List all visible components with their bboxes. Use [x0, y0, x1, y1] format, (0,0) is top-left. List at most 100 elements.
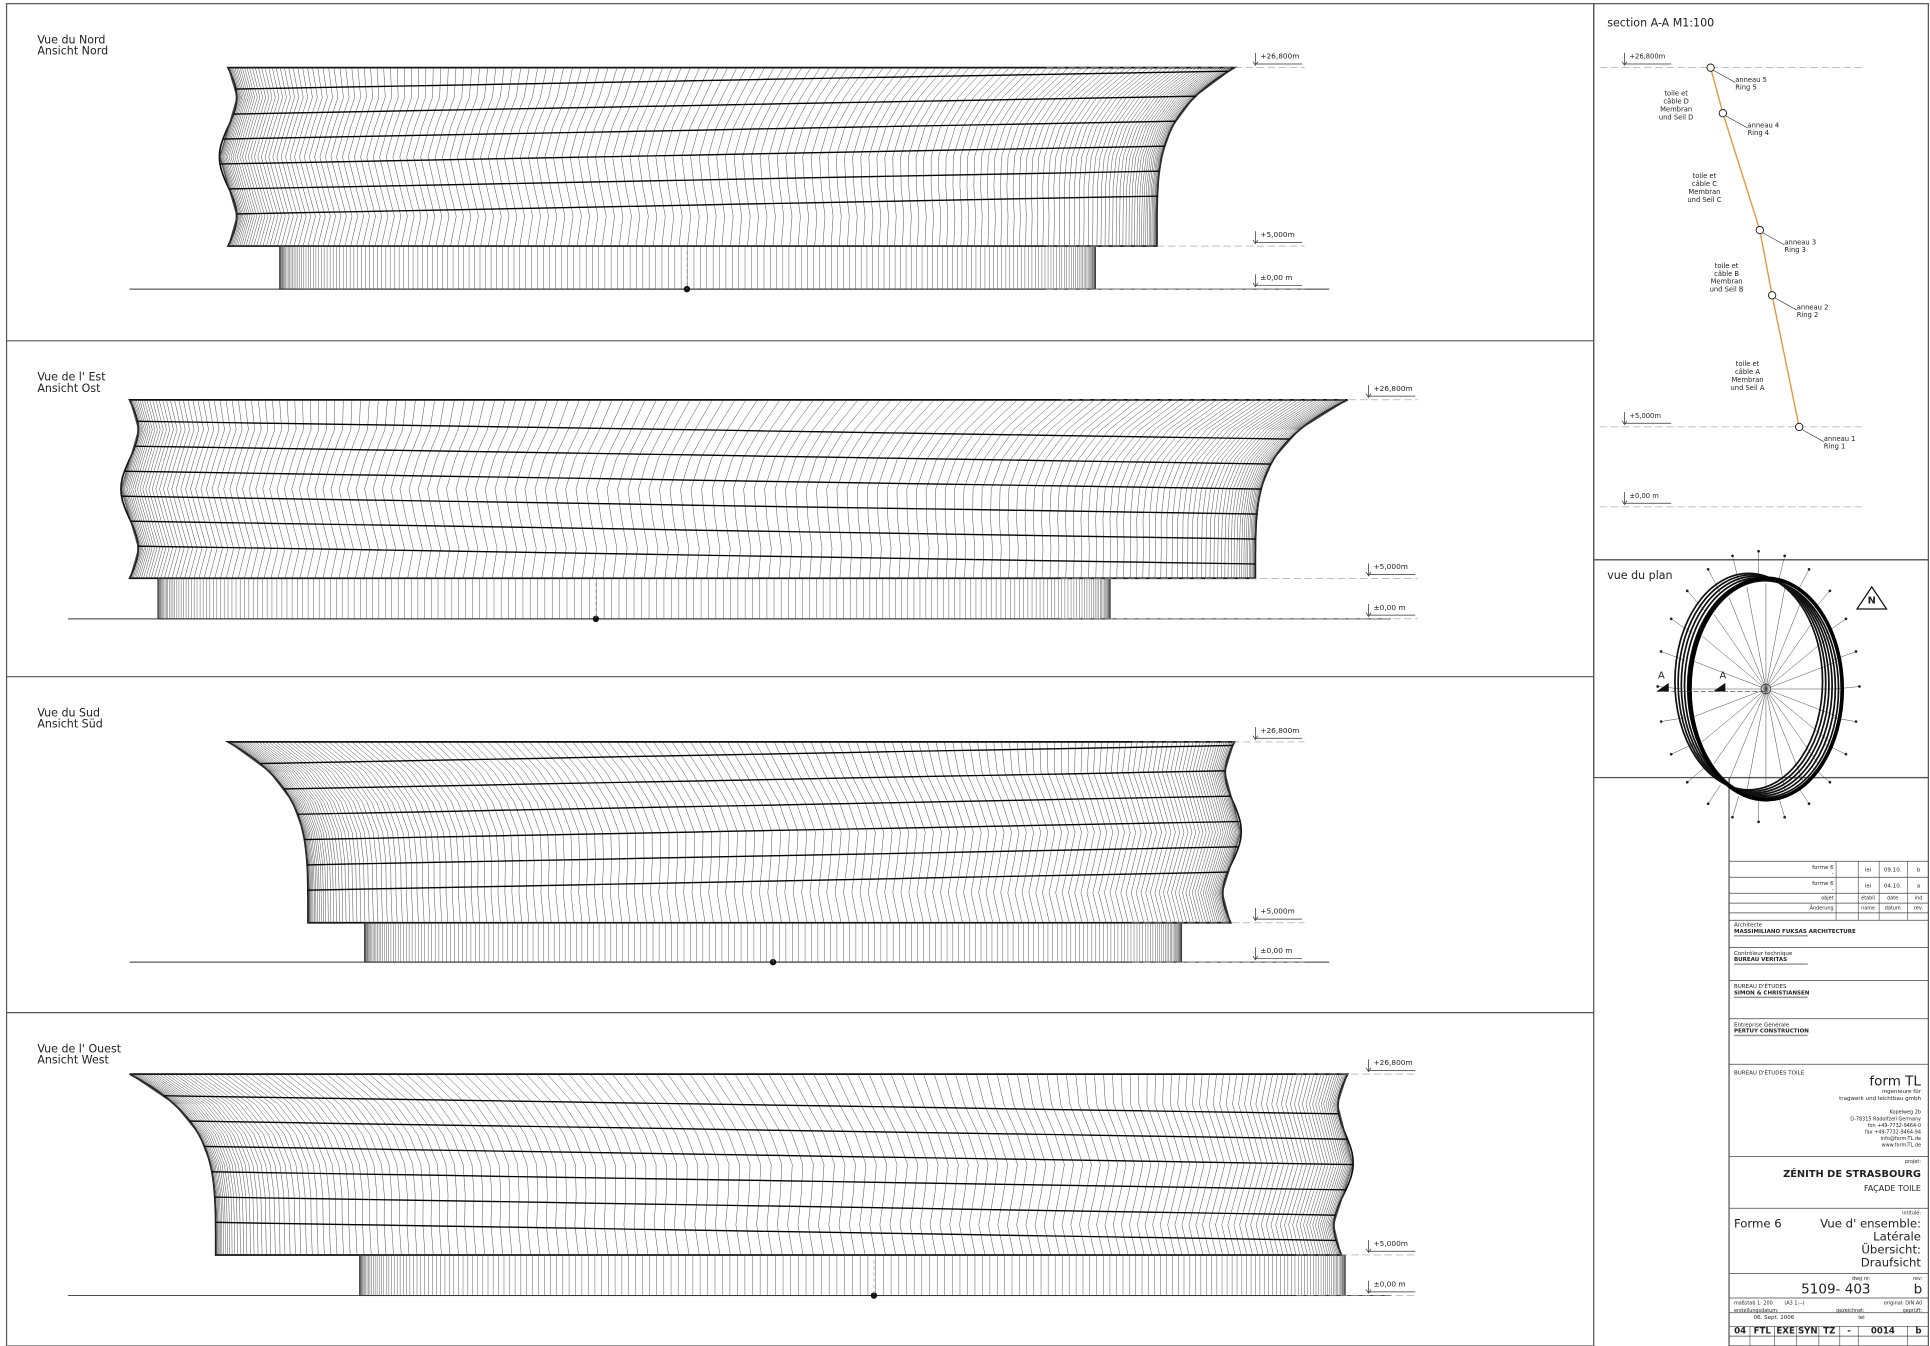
- anchor-point: [1757, 820, 1760, 824]
- anchor-point: [1706, 567, 1710, 571]
- anchor-line: [1778, 555, 1785, 583]
- label: b: [1917, 867, 1921, 873]
- ring-leader: [1712, 69, 1736, 83]
- radial-line: [1765, 614, 1819, 690]
- label: +26,800m: [1260, 726, 1299, 735]
- label: und Seil D: [1659, 113, 1694, 121]
- anchor-point: [1844, 752, 1848, 756]
- anchor-line: [1812, 767, 1831, 783]
- label: original: DIN A0: [1884, 1300, 1922, 1306]
- label: 0014: [1871, 1327, 1895, 1337]
- label: gezeichnet:: [1836, 1308, 1865, 1314]
- level-arrow: [1252, 907, 1303, 921]
- label: Ring 1: [1824, 443, 1846, 451]
- label: -: [1847, 1327, 1851, 1337]
- section-mark: [1656, 682, 1669, 692]
- radial-line: [1694, 661, 1767, 690]
- label: forme 6: [1812, 865, 1834, 871]
- axis-marker: [870, 1292, 878, 1299]
- label: b: [1914, 1281, 1923, 1297]
- anchor-line: [1732, 795, 1740, 818]
- label: +26,800m: [1260, 52, 1299, 61]
- label: PERTUY CONSTRUCTION: [1734, 1029, 1809, 1035]
- radial-line: [1728, 688, 1767, 781]
- anchor-point: [1669, 617, 1673, 621]
- label: date: [1887, 896, 1898, 902]
- anchor-point: [1783, 815, 1787, 819]
- level-arrow: [1252, 727, 1303, 741]
- label: Ring 5: [1735, 83, 1757, 91]
- level-arrow: [1365, 1240, 1416, 1254]
- level-arrow: [1365, 385, 1416, 399]
- anchor-point: [1656, 685, 1660, 688]
- label: und Seil C: [1687, 196, 1721, 204]
- label: Änderung: [1810, 904, 1834, 911]
- anchor-line: [1824, 618, 1847, 634]
- anchor-point: [1828, 589, 1832, 593]
- label: câble C: [1692, 180, 1717, 188]
- label: D-78315 Radolfzell Germany: [1850, 1116, 1921, 1122]
- radial-line: [1765, 688, 1786, 792]
- level-arrow: [1252, 231, 1303, 245]
- label: anneau 2: [1797, 304, 1829, 312]
- anchor-line: [1707, 569, 1721, 594]
- anchor-point: [1706, 802, 1710, 806]
- plan-view: vue du plan A A N: [1607, 549, 1888, 824]
- label: MASSIMILIANO FUKSAS ARCHITECTURE: [1734, 929, 1856, 935]
- cable-lines: [164, 1095, 1354, 1242]
- address-line: [1733, 1034, 1808, 1037]
- label: Forme 6: [1734, 1217, 1782, 1231]
- label: form TL: [1869, 1073, 1921, 1089]
- centre: [1760, 683, 1772, 695]
- radial-line: [1728, 597, 1767, 690]
- radial-line: [1746, 586, 1767, 690]
- label: rev:: [1913, 1276, 1923, 1282]
- radial-line: [1765, 688, 1838, 717]
- ring-leader: [1774, 297, 1797, 311]
- label: section A-A M1:100: [1607, 16, 1714, 29]
- level-arrow: [1621, 52, 1672, 66]
- ring-leader: [1762, 232, 1785, 246]
- radial-line: [1713, 614, 1767, 690]
- label: SIMON & CHRISTIANSEN: [1734, 990, 1810, 996]
- ring: [1706, 63, 1715, 72]
- label: fon +49-7732-9464-0: [1868, 1123, 1921, 1129]
- cable-lines: [259, 744, 1241, 891]
- label: rev.: [1914, 905, 1923, 911]
- ring: [1718, 109, 1728, 118]
- label: FTL: [1754, 1327, 1772, 1337]
- label: -: [1832, 871, 1834, 877]
- anchor-point: [1659, 650, 1663, 653]
- label: 04: [1734, 1327, 1746, 1337]
- label: +5,000m: [1260, 907, 1294, 916]
- label: Vue de l' Est: [37, 371, 106, 384]
- label: BUREAU VERITAS: [1734, 957, 1787, 963]
- ring-outline: [1677, 573, 1827, 793]
- ring-leader: [1725, 115, 1748, 129]
- label: datum: [1885, 905, 1901, 911]
- label: geprüft:: [1903, 1308, 1923, 1314]
- label: +26,800m: [1373, 1058, 1412, 1067]
- level-arrow: [1621, 492, 1672, 506]
- axis-marker: [592, 615, 600, 623]
- label: Ansicht Süd: [37, 718, 102, 731]
- radial-line: [1765, 635, 1831, 690]
- label: Vue du Nord: [37, 34, 105, 47]
- north-arrow: [1855, 585, 1888, 610]
- ring-outline: [1680, 575, 1830, 794]
- label: 06. Sept. 2006: [1754, 1315, 1795, 1321]
- label: BUREAU D'ÉTUDES TOILE: [1734, 1068, 1805, 1076]
- label: Entreprise Générale: [1734, 1021, 1790, 1028]
- label: toile et: [1664, 90, 1688, 98]
- label: Membran: [1688, 188, 1720, 196]
- anchor-point: [1828, 780, 1832, 784]
- anchor-point: [1807, 567, 1811, 571]
- radial-line: [1765, 688, 1804, 781]
- base-hatching: [359, 1254, 1346, 1296]
- label: Membran: [1711, 278, 1743, 286]
- label: Ansicht Nord: [37, 45, 108, 58]
- radial-line: [1765, 597, 1804, 690]
